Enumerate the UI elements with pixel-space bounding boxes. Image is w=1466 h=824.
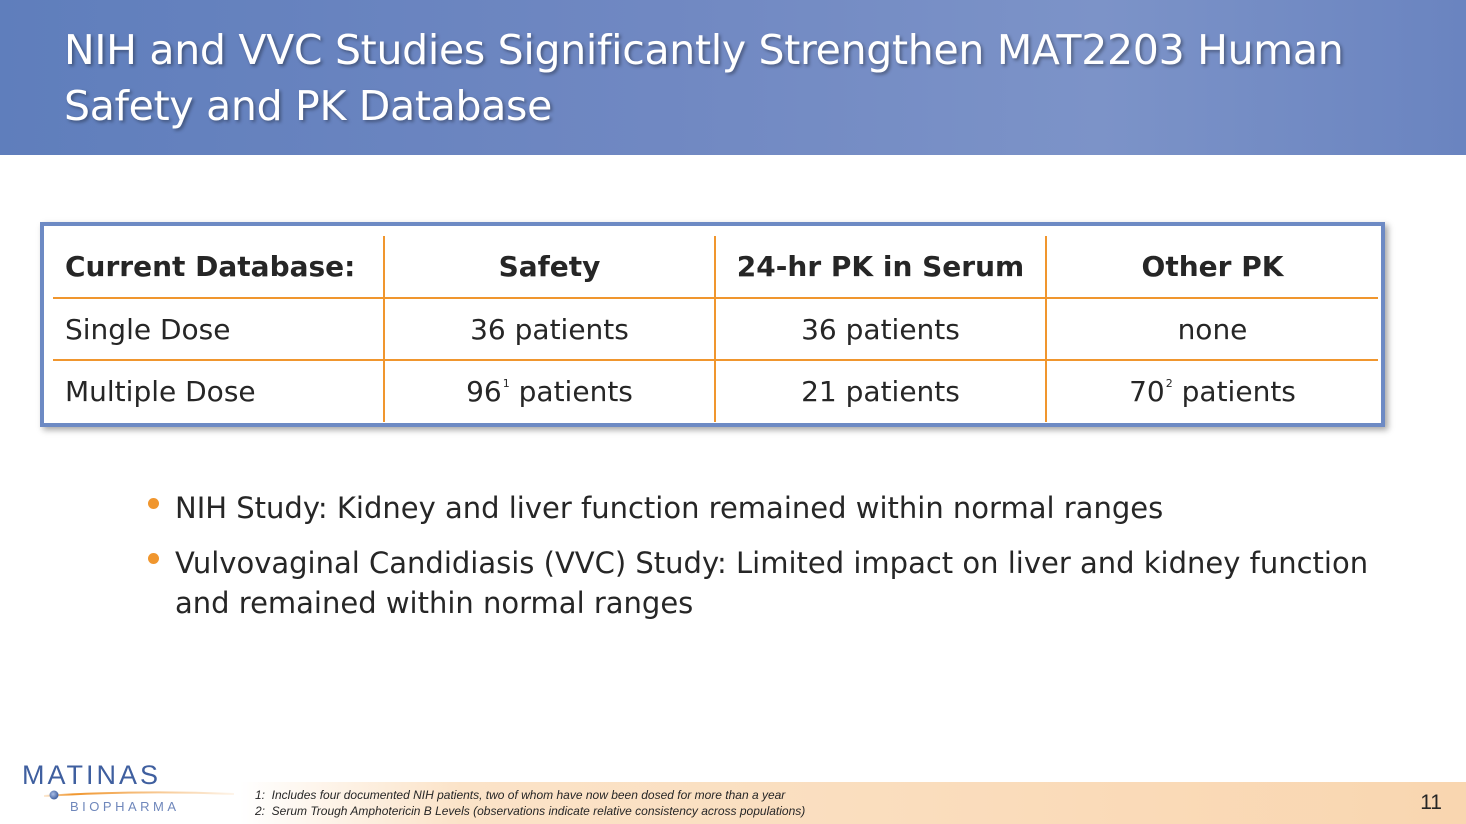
footnote-2: 2: Serum Trough Amphotericin B Levels (o… — [255, 804, 806, 818]
logo-swoosh-icon — [44, 790, 234, 800]
safety-unit: patients — [509, 375, 633, 408]
page-number: 11 — [1420, 791, 1442, 814]
row-label-single-dose: Single Dose — [53, 298, 385, 361]
cell-multiple-dose-other-pk: 702 patients — [1046, 360, 1378, 422]
database-table: Current Database: Safety 24-hr PK in Ser… — [53, 236, 1378, 422]
logo-wordmark: MATINAS — [22, 760, 162, 790]
other-pk-number: 70 — [1129, 375, 1165, 408]
other-pk-unit: patients — [1172, 375, 1296, 408]
header-24hr-pk-serum: 24-hr PK in Serum — [715, 236, 1047, 299]
table-row: Multiple Dose 961 patients 21 patients 7… — [53, 360, 1378, 422]
footnote-1: 1: Includes four documented NIH patients… — [255, 788, 786, 802]
table-row: Single Dose 36 patients 36 patients none — [53, 298, 1378, 361]
bullet-text-vvc: Vulvovaginal Candidiasis (VVC) Study: Li… — [175, 546, 1369, 620]
row-label-multiple-dose: Multiple Dose — [53, 360, 385, 422]
matinas-logo: MATINAS BIOPHARMA — [22, 760, 234, 820]
title-banner: NIH and VVC Studies Significantly Streng… — [0, 0, 1466, 155]
footnote-ref-2: 2 — [1165, 377, 1173, 390]
footnotes: 1: Includes four documented NIH patients… — [255, 787, 1155, 819]
bullet-text-nih: NIH Study: Kidney and liver function rem… — [175, 491, 1164, 525]
footnote-ref-1: 1 — [502, 377, 510, 390]
findings-list: NIH Study: Kidney and liver function rem… — [145, 488, 1405, 638]
slide-title: NIH and VVC Studies Significantly Streng… — [64, 26, 1344, 130]
header-current-database: Current Database: — [53, 236, 385, 299]
database-table-frame: Current Database: Safety 24-hr PK in Ser… — [40, 222, 1385, 427]
header-safety: Safety — [384, 236, 716, 299]
list-item: Vulvovaginal Candidiasis (VVC) Study: Li… — [145, 543, 1405, 623]
cell-single-dose-pk-serum: 36 patients — [715, 298, 1047, 361]
cell-single-dose-safety: 36 patients — [384, 298, 716, 361]
table-header-row: Current Database: Safety 24-hr PK in Ser… — [53, 236, 1378, 299]
cell-single-dose-other-pk: none — [1046, 298, 1378, 361]
cell-multiple-dose-safety: 961 patients — [384, 360, 716, 422]
safety-number: 96 — [466, 375, 502, 408]
bullet-dot-icon — [148, 498, 159, 509]
header-other-pk: Other PK — [1046, 236, 1378, 299]
cell-multiple-dose-pk-serum: 21 patients — [715, 360, 1047, 422]
list-item: NIH Study: Kidney and liver function rem… — [145, 488, 1405, 528]
bullet-dot-icon — [148, 553, 159, 564]
logo-subtitle: BIOPHARMA — [70, 799, 180, 814]
footer-band — [240, 782, 1466, 824]
